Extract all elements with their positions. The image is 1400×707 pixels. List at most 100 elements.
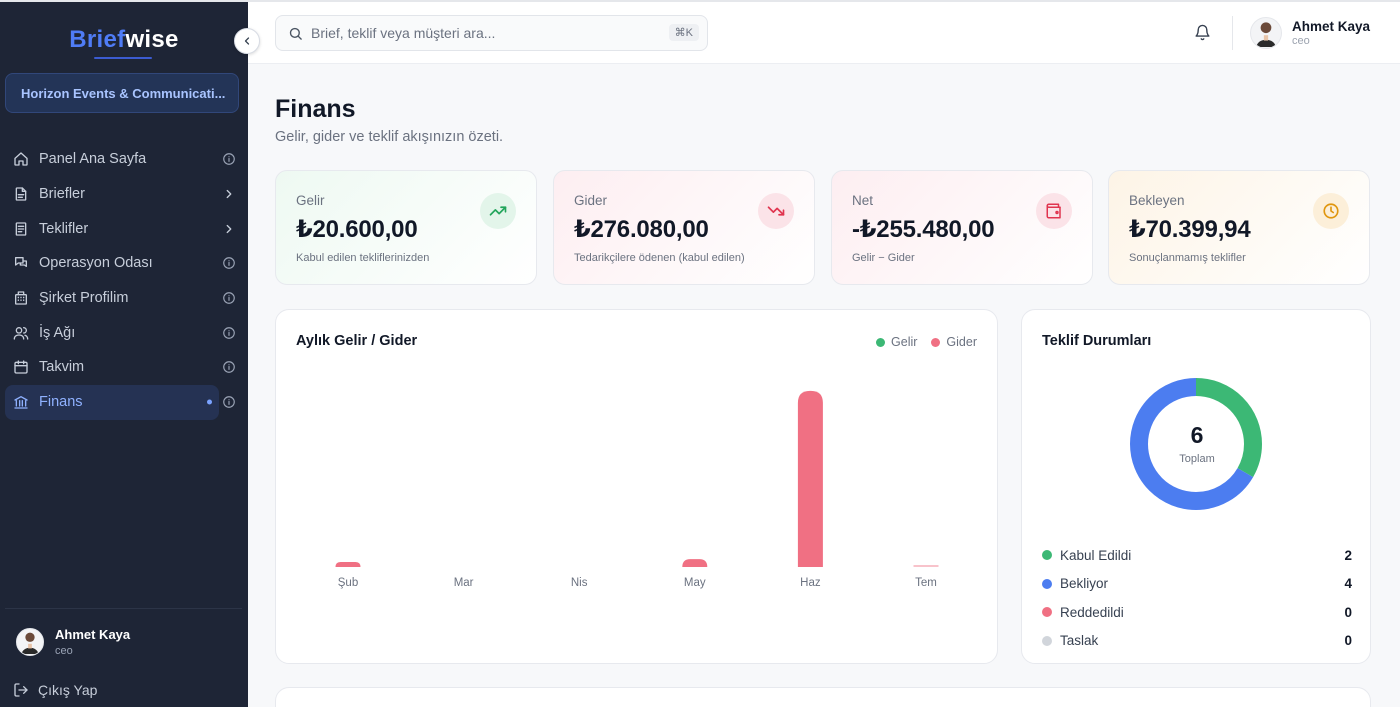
page-subtitle: Gelir, gider ve teklif akışınızın özeti. — [275, 129, 504, 145]
nav-item-trailing — [222, 256, 236, 270]
nav-item-trailing — [222, 152, 236, 166]
sidebar-item-briefler[interactable]: Briefler — [5, 177, 240, 212]
status-dot — [1042, 635, 1052, 646]
sidebar-item-label: Teklifler — [39, 220, 89, 237]
info-icon[interactable] — [222, 152, 236, 166]
info-icon[interactable] — [222, 326, 236, 340]
card-label: Gider — [574, 193, 608, 208]
search-box[interactable]: ⌘K — [275, 15, 708, 51]
sidebar-item-is-agi[interactable]: İş Ağı — [5, 315, 240, 350]
topbar: ⌘K Ahmet Kaya ceo — [248, 0, 1400, 64]
sidebar-item-finans[interactable]: Finans — [5, 384, 235, 420]
monthly-bar-chart: Şub Mar Nis May Haz Tem — [335, 390, 939, 589]
chevron-left-icon — [244, 37, 250, 45]
sidebar-item-teklifler[interactable]: Teklifler — [5, 211, 240, 246]
card-value: ₺276.080,00 — [574, 216, 709, 243]
legend-item-expense[interactable]: Gider — [931, 335, 977, 349]
info-icon[interactable] — [222, 291, 236, 305]
status-dot — [1042, 578, 1052, 589]
pending-card: Bekleyen ₺70.399,94 Sonuçlanmamış teklif… — [1108, 170, 1370, 285]
sidebar-item-panel-ana-sayfa[interactable]: Panel Ana Sayfa — [5, 142, 240, 177]
active-indicator-dot — [207, 399, 212, 405]
search-shortcut-badge: ⌘K — [668, 24, 699, 41]
bar-expense-Şub[interactable] — [335, 561, 361, 567]
nav-item-trailing — [222, 326, 236, 340]
sidebar-item-operasyon-odasi[interactable]: Operasyon Odası — [5, 246, 240, 281]
avatar — [16, 628, 44, 656]
monthly-chart-panel: Aylık Gelir / Gider Gelir Gider Şub Mar Ni… — [275, 309, 998, 664]
status-label: Reddedildi — [1060, 604, 1124, 620]
x-tick-label: Tem — [915, 577, 937, 589]
offer-status-donut — [1130, 378, 1262, 510]
card-note: Sonuçlanmamış teklifler — [1129, 252, 1246, 264]
legend-label-expense: Gider — [946, 335, 977, 349]
sidebar-item-sirket-profilim[interactable]: Şirket Profilim — [5, 281, 240, 316]
status-count: 0 — [1344, 633, 1352, 649]
offer-status-row: Taslak 0 — [1042, 627, 1352, 656]
info-icon[interactable] — [222, 360, 236, 374]
legend-dot-expense — [931, 337, 941, 347]
legend-dot-income — [876, 337, 886, 347]
building-icon — [13, 290, 29, 306]
x-tick-label: Haz — [800, 577, 821, 589]
card-label: Gelir — [296, 193, 325, 208]
chart-title: Aylık Gelir / Gider — [296, 333, 418, 349]
sidebar-item-label: Operasyon Odası — [39, 255, 153, 272]
trending-down-icon — [758, 193, 794, 229]
logo-text-part1: Brief — [69, 26, 126, 53]
user-menu[interactable]: Ahmet Kaya ceo — [1250, 17, 1370, 49]
donut-total-label: Toplam — [1179, 453, 1215, 465]
logout-label: Çıkış Yap — [38, 682, 98, 698]
legend-label-income: Gelir — [891, 335, 918, 349]
offer-status-legend: Kabul Edildi 2 Bekliyor 4 Reddedildi 0 Taslak 0 — [1042, 541, 1352, 655]
offer-status-panel: Teklif Durumları 6 Toplam Kabul Edildi 2 B… — [1021, 309, 1371, 664]
net-card: Net -₺255.480,00 Gelir − Gider — [831, 170, 1093, 285]
offer-status-row: Kabul Edildi 2 — [1042, 541, 1352, 570]
offer-status-title: Teklif Durumları — [1042, 333, 1152, 349]
file-list-icon — [13, 221, 29, 237]
card-label: Net — [852, 193, 874, 208]
next-panel — [275, 687, 1371, 707]
status-count: 2 — [1344, 547, 1352, 563]
sidebar-divider — [5, 608, 242, 609]
bank-icon — [13, 394, 29, 410]
bar-expense-Haz[interactable] — [797, 390, 823, 567]
topbar-user-name: Ahmet Kaya — [1292, 19, 1371, 34]
income-card: Gelir ₺20.600,00 Kabul edilen teklifleri… — [275, 170, 537, 285]
bar-expense-Tem[interactable] — [913, 565, 939, 567]
card-note: Kabul edilen tekliflerinizden — [296, 252, 430, 264]
company-switcher[interactable]: Horizon Events & Communicati... — [5, 73, 239, 113]
sidebar-user-role: ceo — [55, 645, 73, 657]
logo-underline — [94, 57, 152, 59]
offer-status-row: Bekliyor 4 — [1042, 570, 1352, 599]
card-value: -₺255.480,00 — [852, 216, 995, 243]
avatar — [1250, 17, 1282, 49]
card-value: ₺20.600,00 — [296, 216, 418, 243]
clock-icon — [1313, 193, 1349, 229]
brand-logo[interactable]: Briefwise — [0, 26, 248, 54]
sidebar-item-takvim[interactable]: Takvim — [5, 350, 240, 385]
sidebar-collapse-button[interactable] — [234, 28, 260, 54]
donut-total: 6 — [1190, 422, 1204, 448]
legend-item-income[interactable]: Gelir — [876, 335, 917, 349]
search-input[interactable] — [311, 25, 651, 41]
bar-expense-May[interactable] — [682, 559, 708, 567]
donut-slice-bekliyor[interactable] — [1130, 378, 1262, 510]
logout-icon — [13, 682, 29, 698]
sidebar-user[interactable]: Ahmet Kaya ceo — [16, 627, 130, 657]
chevron-right-icon — [226, 224, 232, 233]
status-label: Taslak — [1060, 633, 1099, 649]
notifications-button[interactable] — [1194, 24, 1211, 46]
chart-legend: Gelir Gider — [862, 335, 977, 349]
logout-button[interactable]: Çıkış Yap — [13, 682, 97, 698]
info-icon[interactable] — [222, 256, 236, 270]
x-tick-label: Nis — [571, 577, 588, 589]
logo-text-part2: wise — [125, 26, 179, 53]
card-note: Tedarikçilere ödenen (kabul edilen) — [574, 252, 745, 264]
chevron-right-icon — [226, 189, 232, 199]
search-icon — [289, 27, 302, 40]
x-tick-label: Mar — [454, 577, 474, 589]
trending-up-icon — [480, 193, 516, 229]
info-icon[interactable] — [222, 395, 236, 409]
sidebar-item-label: Panel Ana Sayfa — [39, 151, 147, 168]
